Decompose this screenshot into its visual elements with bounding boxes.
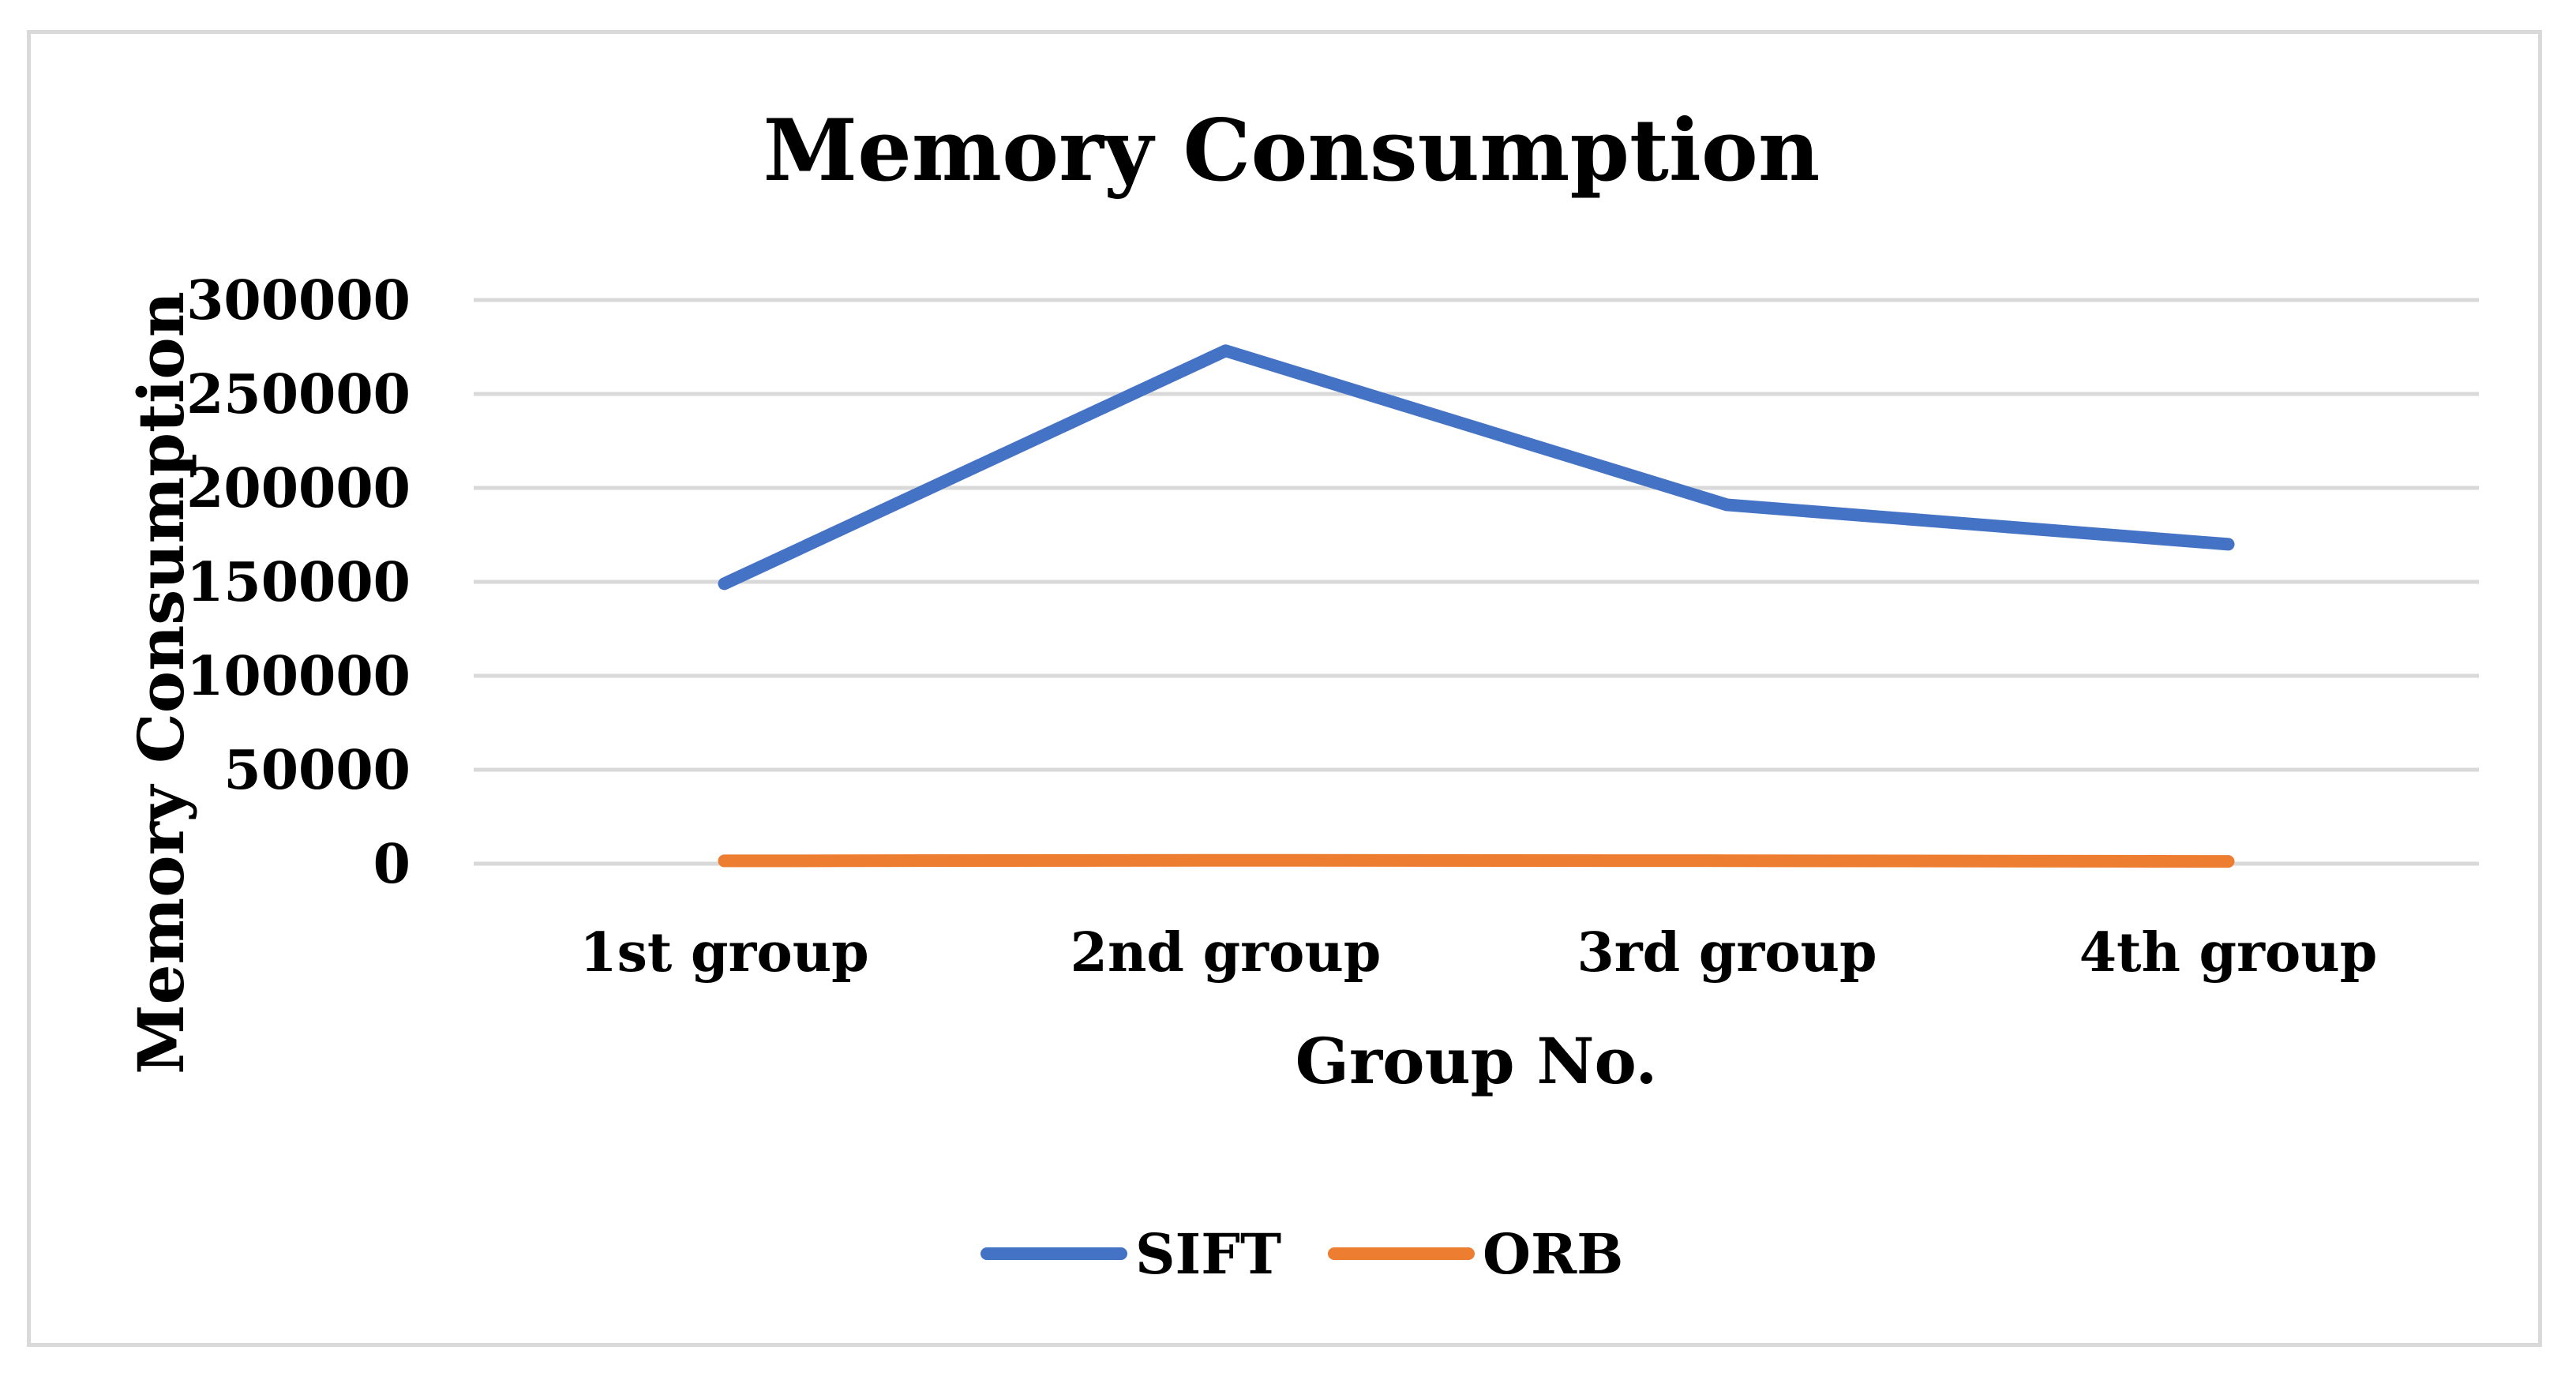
y-tick-label: 200000 (186, 457, 411, 520)
x-axis-title: Group No. (1295, 1024, 1658, 1098)
y-tick-label: 100000 (186, 645, 411, 708)
x-tick-label: 1st group (579, 921, 868, 984)
y-tick-label: 50000 (223, 739, 411, 802)
y-tick-labels: 0 50000 100000 150000 200000 250000 300000 (186, 269, 411, 896)
y-tick-label: 300000 (186, 269, 411, 332)
chart-frame (27, 30, 2542, 1347)
series-line-sift (718, 344, 2235, 591)
x-tick-label: 3rd group (1577, 921, 1877, 984)
x-tick-labels: 1st group 2nd group 3rd group 4th group (579, 921, 2377, 984)
y-tick-label: 0 (373, 833, 411, 896)
x-tick-label: 2nd group (1071, 921, 1382, 984)
legend-label-orb: ORB (1483, 1221, 1623, 1287)
legend-label-sift: SIFT (1135, 1221, 1281, 1287)
y-tick-label: 250000 (186, 363, 411, 426)
y-tick-label: 150000 (186, 551, 411, 614)
series-lines (718, 344, 2235, 868)
gridlines (474, 298, 2479, 866)
x-tick-label: 4th group (2079, 921, 2378, 984)
legend: SIFT ORB (981, 1221, 1623, 1287)
y-axis-title: Memory Consumption (124, 291, 198, 1074)
chart-title: Memory Consumption (763, 101, 1820, 201)
